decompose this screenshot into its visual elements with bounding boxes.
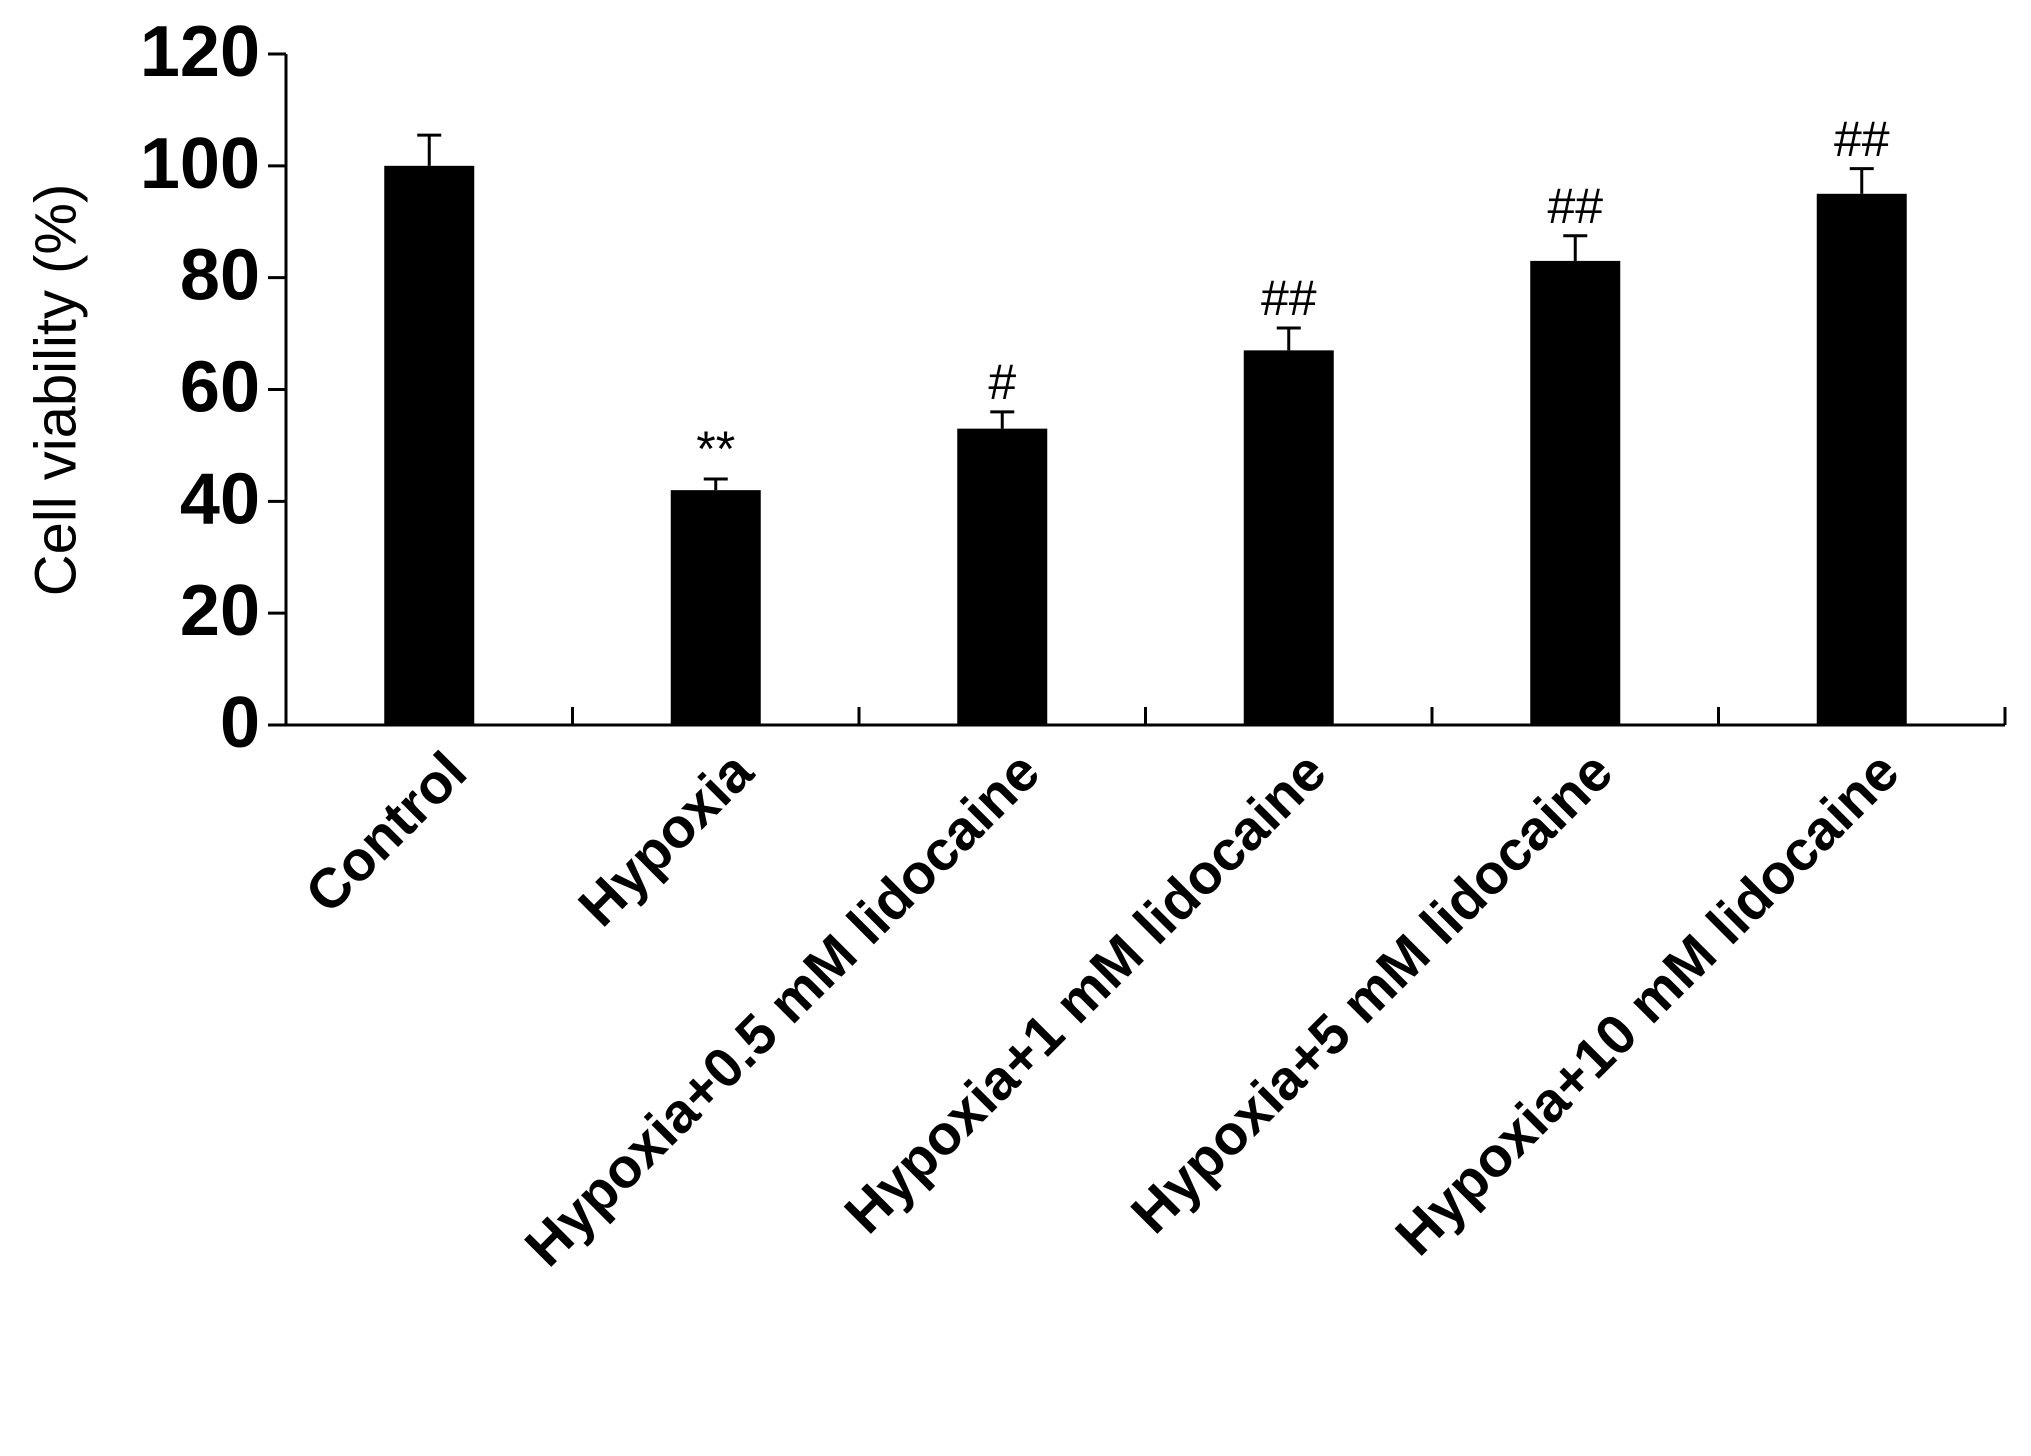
- x-tick-label: Hypoxia+10 mM lidocaine: [1383, 739, 1911, 1267]
- bar: [1816, 193, 1907, 725]
- y-tick-label: 0: [220, 683, 260, 763]
- bar: [1243, 350, 1334, 725]
- x-tick-label: Hypoxia: [566, 739, 765, 938]
- y-tick-label: 120: [140, 12, 260, 92]
- bar: [957, 428, 1048, 725]
- y-tick-label: 100: [140, 124, 260, 204]
- y-axis-label: Cell viability (%): [23, 184, 88, 597]
- bar: [1530, 260, 1621, 725]
- x-tick-label: Hypoxia+0.5 mM lidocaine: [513, 739, 1052, 1278]
- y-tick-label: 20: [180, 571, 260, 651]
- y-tick-label: 80: [180, 236, 260, 316]
- y-tick-label: 40: [180, 459, 260, 539]
- x-tick-label: Hypoxia+1 mM lidocaine: [832, 739, 1338, 1245]
- x-tick-label: Control: [293, 739, 478, 924]
- significance-label: ##: [1261, 270, 1317, 326]
- x-tick-label: Hypoxia+5 mM lidocaine: [1119, 739, 1625, 1245]
- bar: [670, 490, 761, 725]
- significance-label: ##: [1834, 111, 1890, 167]
- y-tick-label: 60: [180, 348, 260, 428]
- significance-label: ##: [1547, 178, 1603, 234]
- significance-label: #: [988, 354, 1016, 410]
- bar: [384, 165, 475, 726]
- significance-label: **: [696, 421, 735, 477]
